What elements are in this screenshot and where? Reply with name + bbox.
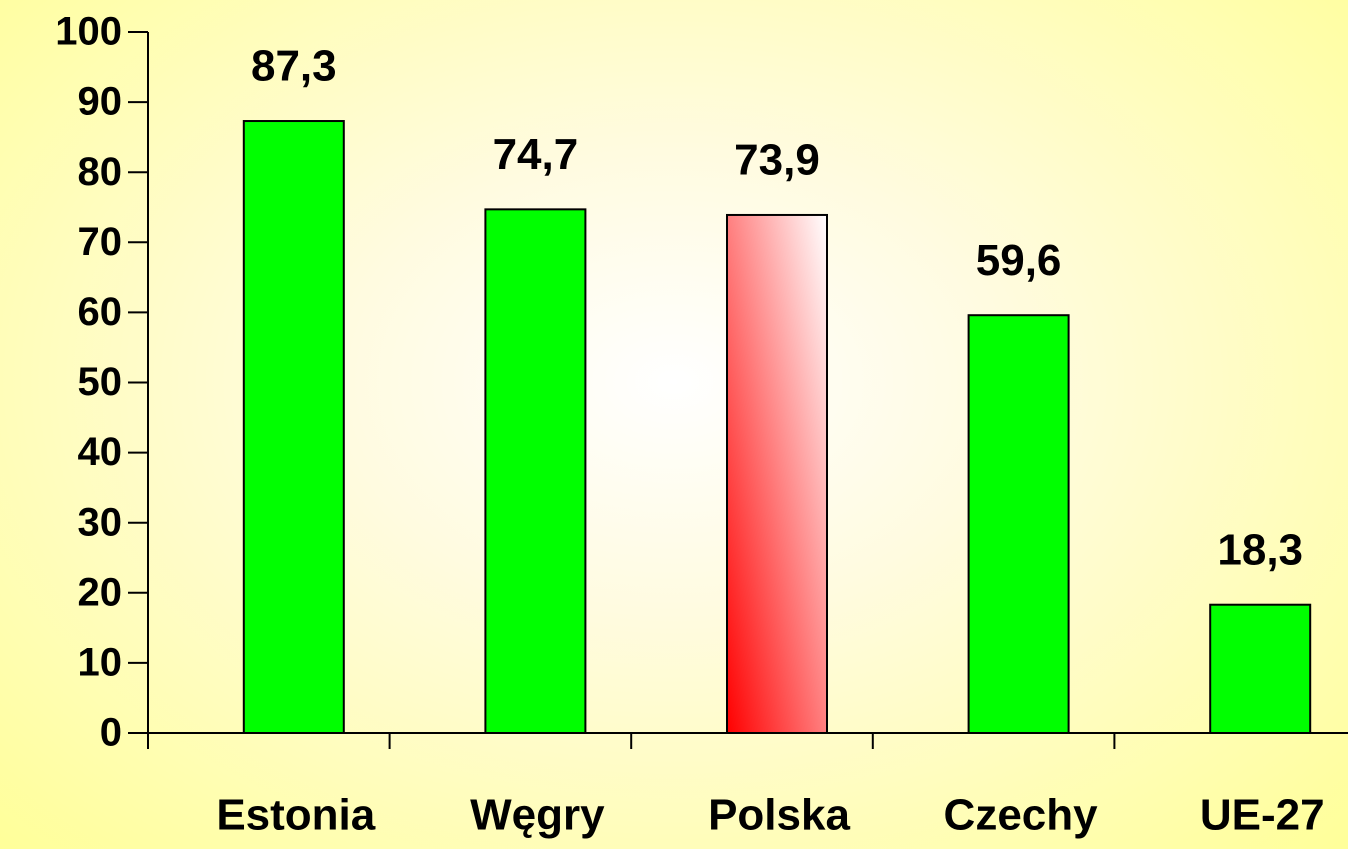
y-tick-label: 70: [78, 220, 123, 264]
value-label: 87,3: [251, 42, 337, 91]
value-label: 18,3: [1217, 525, 1303, 574]
bar: [1209, 603, 1312, 734]
y-tick-label: 100: [55, 10, 122, 54]
y-tick-label: 80: [78, 150, 123, 194]
bar: [242, 120, 345, 735]
y-tick-label: 90: [78, 80, 123, 124]
y-tick-label: 40: [78, 430, 123, 474]
x-tick-label: UE-27: [1200, 791, 1325, 840]
value-label: 59,6: [976, 236, 1062, 285]
value-label: 73,9: [734, 136, 820, 185]
y-tick-label: 50: [78, 360, 123, 404]
y-tick-label: 0: [100, 711, 122, 755]
y-tick-label: 10: [78, 640, 123, 684]
y-tick-label: 60: [78, 290, 123, 334]
bar: [484, 208, 587, 734]
value-label: 74,7: [493, 130, 579, 179]
bar: [967, 314, 1070, 734]
x-tick-label: Węgry: [470, 791, 605, 840]
y-tick-label: 30: [78, 500, 123, 544]
x-tick-label: Czechy: [944, 791, 1099, 840]
y-tick-label: 20: [78, 570, 123, 614]
x-tick-label: Polska: [708, 791, 850, 840]
bar: [726, 213, 828, 734]
x-tick-label: Estonia: [216, 791, 375, 840]
